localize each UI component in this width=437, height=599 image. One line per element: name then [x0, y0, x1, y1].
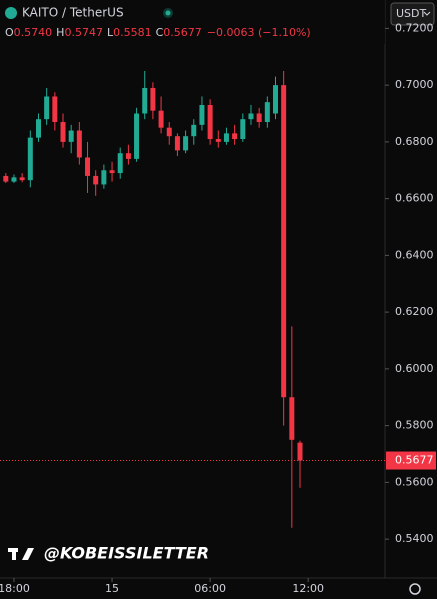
- ohlc-key: O: [5, 26, 14, 39]
- candle-body: [297, 442, 303, 461]
- candle-body: [256, 113, 262, 123]
- y-tick-label: 0.6000: [395, 362, 434, 375]
- candle-body: [272, 85, 278, 114]
- candle-body: [3, 175, 9, 182]
- candle-body: [76, 130, 82, 158]
- ohlc-key: H: [56, 26, 64, 39]
- status-dot: [165, 10, 171, 16]
- watermark: @KOBEISSILETTER: [44, 544, 209, 563]
- header-bg: [0, 0, 385, 44]
- candle-body: [174, 136, 180, 151]
- currency-button[interactable]: [390, 2, 435, 26]
- last-price-box: [386, 451, 436, 470]
- candle-body: [68, 130, 74, 142]
- settings-icon[interactable]: [409, 583, 421, 595]
- candle-body: [85, 157, 91, 176]
- candle-body: [199, 104, 205, 125]
- y-tick-label: 0.7000: [395, 78, 434, 91]
- ohlc-value: 0.5740: [14, 26, 53, 39]
- y-tick-label: 0.7200: [395, 21, 434, 34]
- symbol: KAITO / TetherUS: [22, 6, 124, 20]
- y-tick-label: 0.6400: [395, 248, 434, 261]
- candle-body: [109, 170, 115, 174]
- x-tick-label: 18:00: [0, 582, 30, 595]
- candle-body: [248, 113, 254, 120]
- candle-body: [19, 177, 25, 181]
- candle-body: [134, 113, 140, 159]
- candle-body: [289, 397, 295, 440]
- plot: [0, 27, 389, 582]
- candle-body: [150, 87, 156, 111]
- candle-body: [125, 153, 131, 159]
- change: −0.0063 (−1.10%): [207, 26, 311, 39]
- dropdown-icon[interactable]: [423, 11, 431, 16]
- candle-body: [183, 136, 189, 151]
- symbol-logo: [5, 7, 17, 19]
- ohlc-key: L: [107, 26, 114, 39]
- candle-body: [191, 124, 197, 137]
- candle-body: [240, 119, 246, 140]
- candle-body: [215, 139, 221, 142]
- last-price-label: 0.5677: [395, 454, 434, 467]
- candle-body: [158, 110, 164, 128]
- x-tick-label: 06:00: [194, 582, 226, 595]
- candle-body: [117, 153, 123, 174]
- ohlc-value: 0.5581: [113, 26, 152, 39]
- x-tick-label: 15: [105, 582, 119, 595]
- candle-body: [101, 170, 107, 185]
- candle-body: [60, 122, 66, 142]
- candle-body: [35, 119, 41, 138]
- candle-body: [93, 175, 99, 185]
- y-tick-label: 0.6800: [395, 135, 434, 148]
- ohlc-text: O0.5740 H0.5747 L0.5581 C0.5677 −0.0063 (−1.…: [5, 26, 311, 39]
- y-tick-label: 0.5400: [395, 532, 434, 545]
- candle-body: [264, 102, 270, 123]
- candle-body: [52, 96, 58, 123]
- watermark-logo: [8, 548, 34, 560]
- candle-body: [44, 96, 50, 120]
- candle-body: [207, 104, 213, 140]
- ohlc: O0.5740 H0.5747 L0.5581 C0.5677 −0.0063 (−1.…: [5, 26, 311, 39]
- ohlc-value: 0.5747: [64, 26, 103, 39]
- currency-label: USDT: [396, 7, 427, 20]
- candle-body: [166, 127, 172, 137]
- candle-body: [281, 85, 287, 398]
- y-tick-label: 0.6200: [395, 305, 434, 318]
- candle-body: [11, 177, 17, 182]
- ohlc-key: C: [156, 26, 164, 39]
- candle-body: [232, 133, 238, 140]
- ohlc-value: 0.5677: [163, 26, 202, 39]
- candle-body: [142, 87, 148, 114]
- y-tick-label: 0.5800: [395, 419, 434, 432]
- y-tick-label: 0.5600: [395, 475, 434, 488]
- y-tick-label: 0.6600: [395, 192, 434, 205]
- x-tick-label: 12:00: [292, 582, 324, 595]
- candle-body: [223, 133, 229, 142]
- candle-body: [27, 137, 33, 181]
